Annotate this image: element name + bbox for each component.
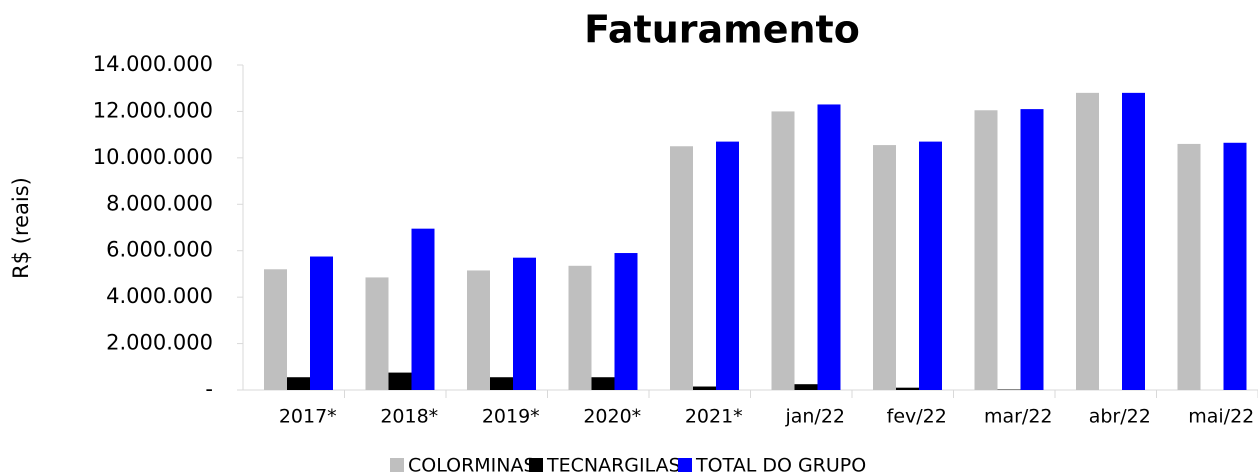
- x-tick-label: 2021*: [685, 406, 743, 428]
- bar: [591, 377, 615, 390]
- y-tick-label: 12.000.000: [93, 98, 213, 122]
- bar: [614, 253, 638, 390]
- bar: [1076, 92, 1099, 390]
- bar: [310, 256, 333, 390]
- bar: [873, 145, 896, 390]
- bar: [1122, 92, 1145, 390]
- legend-label: TECNARGILAS: [546, 455, 681, 475]
- bar: [896, 387, 919, 390]
- x-tick-label: 2018*: [380, 406, 438, 428]
- legend-swatch: [678, 458, 692, 472]
- y-tick-label: -: [205, 377, 213, 401]
- x-tick-label: 2020*: [583, 406, 641, 428]
- legend-swatch: [390, 458, 404, 472]
- chart-title: Faturamento: [584, 8, 860, 52]
- bar: [365, 277, 389, 390]
- y-axis-label: R$ (reais): [9, 177, 33, 279]
- legend-label: COLORMINAS: [408, 455, 536, 475]
- y-tick-label: 4.000.000: [106, 284, 213, 308]
- bar: [1020, 109, 1044, 390]
- bar: [568, 265, 592, 390]
- x-tick-label: mai/22: [1188, 406, 1254, 428]
- bar: [513, 257, 536, 390]
- bar: [794, 384, 818, 390]
- bar: [919, 141, 942, 390]
- y-tick-label: 8.000.000: [106, 191, 213, 215]
- x-tick-label: fev/22: [887, 406, 947, 428]
- legend-label: TOTAL DO GRUPO: [695, 455, 866, 475]
- bar: [287, 377, 310, 390]
- bar: [771, 111, 795, 390]
- x-tick-label: 2017*: [279, 406, 337, 428]
- bar: [716, 141, 739, 390]
- bar: [264, 269, 287, 390]
- bar: [817, 104, 841, 390]
- bar: [467, 270, 490, 390]
- bar: [411, 228, 435, 390]
- x-tick-label: 2019*: [482, 406, 540, 428]
- y-tick-label: 10.000.000: [93, 145, 213, 169]
- bar: [1223, 142, 1247, 390]
- bar: [974, 110, 998, 391]
- x-tick-label: abr/22: [1089, 406, 1151, 428]
- bar: [693, 386, 716, 390]
- bar: [1177, 143, 1201, 390]
- bar: [490, 377, 513, 390]
- bar: [388, 372, 412, 390]
- legend-swatch: [529, 458, 543, 472]
- y-tick-label: 2.000.000: [106, 331, 213, 355]
- y-tick-label: 6.000.000: [106, 238, 213, 262]
- bar: [670, 146, 693, 390]
- x-tick-label: mar/22: [984, 406, 1053, 428]
- y-tick-label: 14.000.000: [93, 52, 213, 76]
- x-tick-label: jan/22: [784, 406, 845, 428]
